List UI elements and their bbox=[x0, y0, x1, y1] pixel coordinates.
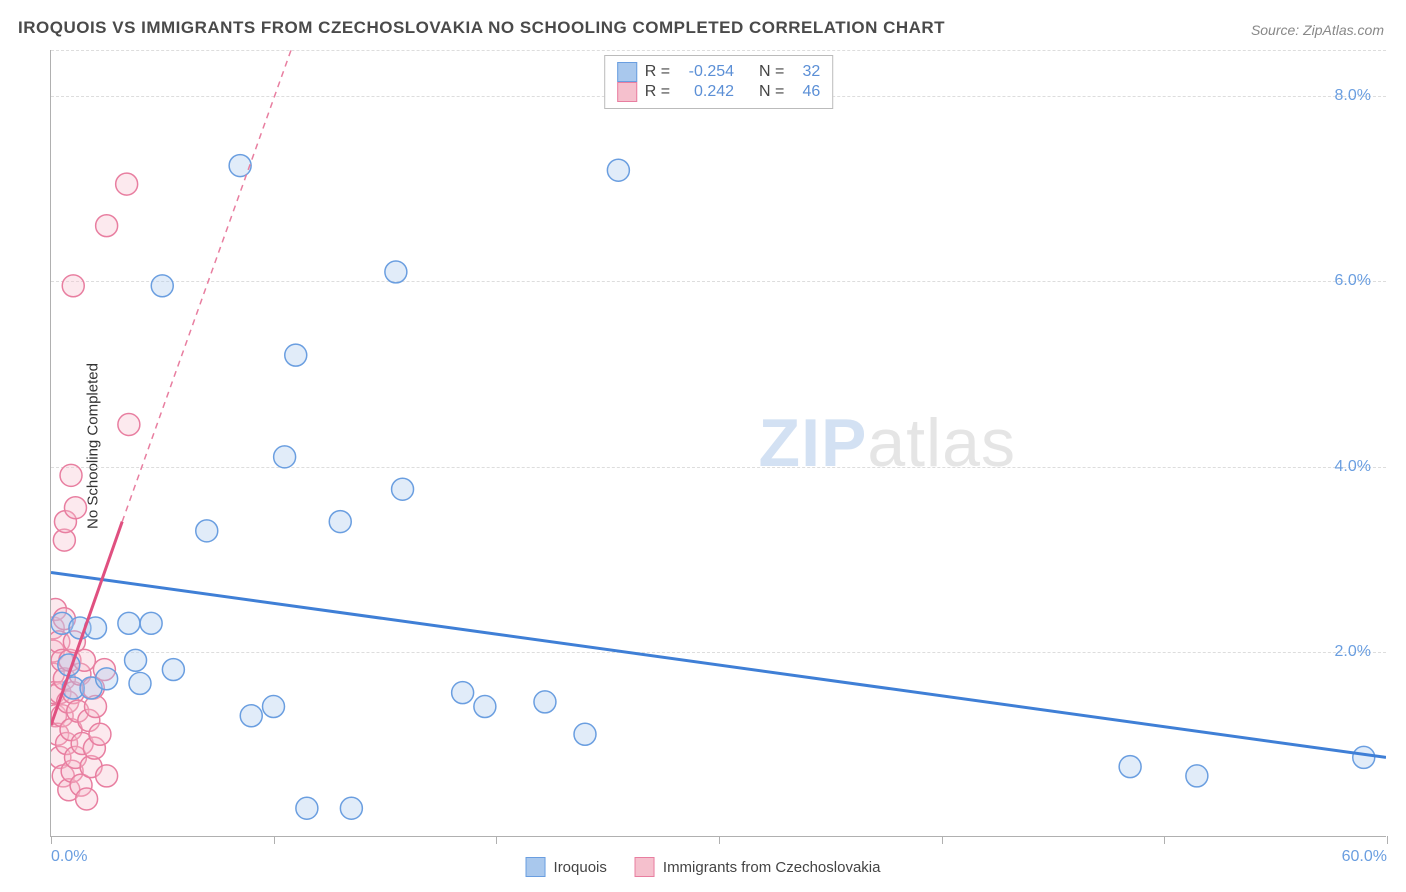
legend-n-value-1: 46 bbox=[792, 83, 820, 101]
chart-container: IROQUOIS VS IMMIGRANTS FROM CZECHOSLOVAK… bbox=[0, 0, 1406, 892]
scatter-point bbox=[263, 696, 285, 718]
legend-r-label-0: R = bbox=[645, 63, 670, 81]
scatter-point bbox=[229, 155, 251, 177]
scatter-point bbox=[96, 765, 118, 787]
scatter-point bbox=[118, 612, 140, 634]
series-label-iroquois: Iroquois bbox=[554, 859, 607, 876]
series-label-czech: Immigrants from Czechoslovakia bbox=[663, 859, 881, 876]
legend-row-czech: R = 0.242 N = 46 bbox=[617, 82, 821, 102]
x-tick bbox=[1164, 836, 1165, 844]
correlation-legend: R = -0.254 N = 32 R = 0.242 N = 46 bbox=[604, 55, 834, 109]
scatter-point bbox=[96, 668, 118, 690]
legend-r-value-0: -0.254 bbox=[678, 63, 734, 81]
scatter-point bbox=[162, 659, 184, 681]
scatter-point bbox=[64, 497, 86, 519]
scatter-point bbox=[574, 723, 596, 745]
scatter-point bbox=[118, 414, 140, 436]
scatter-point bbox=[140, 612, 162, 634]
x-tick-label: 60.0% bbox=[1342, 848, 1387, 866]
scatter-point bbox=[1186, 765, 1208, 787]
scatter-point bbox=[534, 691, 556, 713]
legend-n-label-0: N = bbox=[759, 63, 784, 81]
scatter-point bbox=[392, 478, 414, 500]
series-swatch-czech bbox=[635, 857, 655, 877]
scatter-point bbox=[285, 344, 307, 366]
legend-n-value-0: 32 bbox=[792, 63, 820, 81]
series-legend: Iroquois Immigrants from Czechoslovakia bbox=[526, 857, 881, 877]
scatter-point bbox=[1353, 746, 1375, 768]
scatter-point bbox=[329, 511, 351, 533]
legend-r-value-1: 0.242 bbox=[678, 83, 734, 101]
x-tick bbox=[719, 836, 720, 844]
x-tick bbox=[51, 836, 52, 844]
series-legend-czech: Immigrants from Czechoslovakia bbox=[635, 857, 881, 877]
legend-swatch-czech bbox=[617, 82, 637, 102]
scatter-point bbox=[452, 682, 474, 704]
scatter-point bbox=[385, 261, 407, 283]
chart-title: IROQUOIS VS IMMIGRANTS FROM CZECHOSLOVAK… bbox=[18, 18, 945, 38]
x-tick-label: 0.0% bbox=[51, 848, 87, 866]
scatter-point bbox=[62, 275, 84, 297]
scatter-point bbox=[60, 464, 82, 486]
scatter-point bbox=[129, 672, 151, 694]
plot-svg bbox=[51, 50, 1386, 836]
legend-row-iroquois: R = -0.254 N = 32 bbox=[617, 62, 821, 82]
scatter-point bbox=[96, 215, 118, 237]
scatter-point bbox=[1119, 756, 1141, 778]
scatter-point bbox=[196, 520, 218, 542]
legend-r-label-1: R = bbox=[645, 83, 670, 101]
scatter-point bbox=[340, 797, 362, 819]
series-swatch-iroquois bbox=[526, 857, 546, 877]
scatter-point bbox=[116, 173, 138, 195]
scatter-point bbox=[274, 446, 296, 468]
x-tick bbox=[496, 836, 497, 844]
scatter-point bbox=[76, 788, 98, 810]
legend-n-label-1: N = bbox=[759, 83, 784, 101]
scatter-point bbox=[607, 159, 629, 181]
scatter-point bbox=[296, 797, 318, 819]
legend-swatch-iroquois bbox=[617, 62, 637, 82]
x-tick bbox=[942, 836, 943, 844]
scatter-point bbox=[240, 705, 262, 727]
series-legend-iroquois: Iroquois bbox=[526, 857, 607, 877]
x-tick bbox=[274, 836, 275, 844]
trend-line-iroquois bbox=[51, 572, 1386, 757]
scatter-point bbox=[89, 723, 111, 745]
x-tick bbox=[1387, 836, 1388, 844]
scatter-point bbox=[125, 649, 147, 671]
scatter-point bbox=[474, 696, 496, 718]
plot-area: ZIPatlas R = -0.254 N = 32 R = 0.242 N =… bbox=[50, 50, 1386, 837]
scatter-point bbox=[151, 275, 173, 297]
source-attribution: Source: ZipAtlas.com bbox=[1251, 22, 1384, 38]
